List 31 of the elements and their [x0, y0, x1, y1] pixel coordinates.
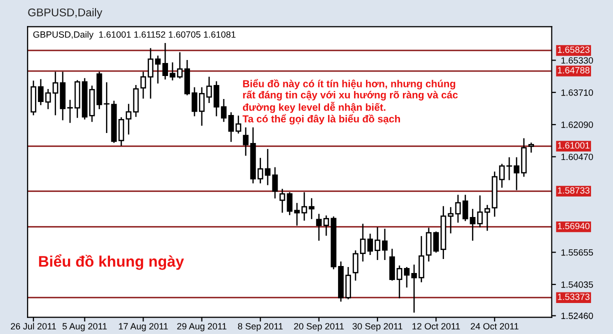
ref-line-label: 1.56940: [558, 222, 590, 230]
annotation: Biểu đồ này có ít tín hiệu hơn, nhưng chúng rất đáng tin cậy với xu hướng rõ ràng và các đường key level dễ nhận biết. Ta có thể gọi đây là biểu đồ sạch: [242, 79, 458, 124]
ref-line-label: 1.64788: [558, 67, 590, 74]
annotation: GBPUSD,Daily 1.61001 1.61152 1.60705 1.61081: [33, 31, 236, 40]
x-tick-label: 17 Aug 2011: [118, 323, 168, 332]
x-tick-label: 26 Jul 2011: [10, 322, 56, 330]
candlestick: [316, 214, 322, 241]
ref-line-label: 1.65823: [558, 46, 590, 53]
y-tick-label: 1.54035: [561, 281, 593, 288]
x-tick-label: 20 Sep 2011: [294, 323, 344, 332]
x-tick-label: 5 Aug 2011: [62, 323, 107, 332]
ref-line-label: 1.53373: [558, 294, 590, 300]
y-tick-label: 1.60470: [561, 154, 594, 160]
y-tick-label: 1.55655: [561, 249, 593, 256]
x-tick-label: 24 Oct 2011: [470, 323, 518, 330]
candlestick: [308, 198, 314, 220]
annotation: Biểu đồ khung ngày: [39, 254, 184, 270]
candlestick: [345, 267, 352, 300]
y-tick-label: 1.63710: [561, 89, 594, 96]
x-tick-label: 30 Sep 2011: [352, 323, 402, 332]
x-tick-label: 12 Oct 2011: [412, 323, 460, 330]
chart-title: GBPUSD,Daily: [28, 8, 102, 19]
ref-line-label: 1.58733: [558, 187, 590, 194]
ref-line-label: 1.61001: [558, 142, 590, 149]
y-tick-label: 1.52460: [561, 312, 594, 320]
y-tick-label: 1.65330: [561, 57, 594, 64]
candlestick: [280, 188, 286, 213]
candlestick: [528, 142, 534, 153]
x-tick-label: 29 Aug 2011: [177, 323, 226, 332]
x-tick-label: 8 Sep 2011: [238, 323, 283, 332]
y-tick-label: 1.62090: [561, 122, 594, 128]
